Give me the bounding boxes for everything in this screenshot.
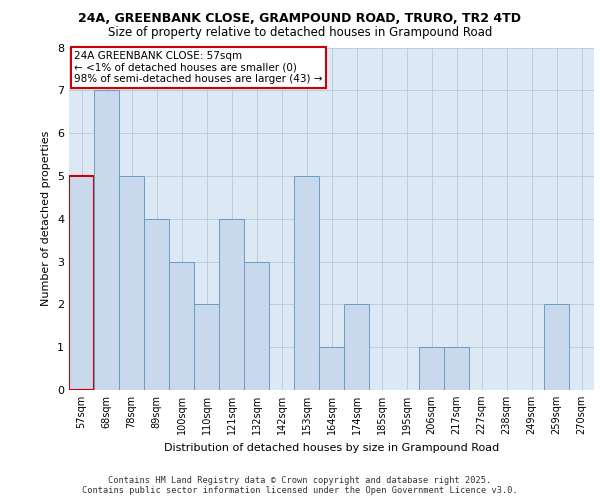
Bar: [169, 262, 194, 390]
Bar: [444, 347, 469, 390]
Y-axis label: Number of detached properties: Number of detached properties: [41, 131, 52, 306]
Bar: [119, 176, 144, 390]
Bar: [94, 90, 119, 390]
Bar: [219, 219, 244, 390]
Text: Size of property relative to detached houses in Grampound Road: Size of property relative to detached ho…: [108, 26, 492, 39]
X-axis label: Distribution of detached houses by size in Grampound Road: Distribution of detached houses by size …: [164, 442, 499, 452]
Bar: [319, 347, 344, 390]
Text: Contains HM Land Registry data © Crown copyright and database right 2025.: Contains HM Land Registry data © Crown c…: [109, 476, 491, 485]
Bar: [194, 304, 219, 390]
Bar: [544, 304, 569, 390]
Text: 24A GREENBANK CLOSE: 57sqm
← <1% of detached houses are smaller (0)
98% of semi-: 24A GREENBANK CLOSE: 57sqm ← <1% of deta…: [74, 51, 323, 84]
Bar: [344, 304, 369, 390]
Bar: [144, 219, 169, 390]
Bar: [419, 347, 444, 390]
Text: Contains public sector information licensed under the Open Government Licence v3: Contains public sector information licen…: [82, 486, 518, 495]
Bar: [294, 176, 319, 390]
Bar: [244, 262, 269, 390]
Bar: [69, 176, 94, 390]
Text: 24A, GREENBANK CLOSE, GRAMPOUND ROAD, TRURO, TR2 4TD: 24A, GREENBANK CLOSE, GRAMPOUND ROAD, TR…: [79, 12, 521, 26]
